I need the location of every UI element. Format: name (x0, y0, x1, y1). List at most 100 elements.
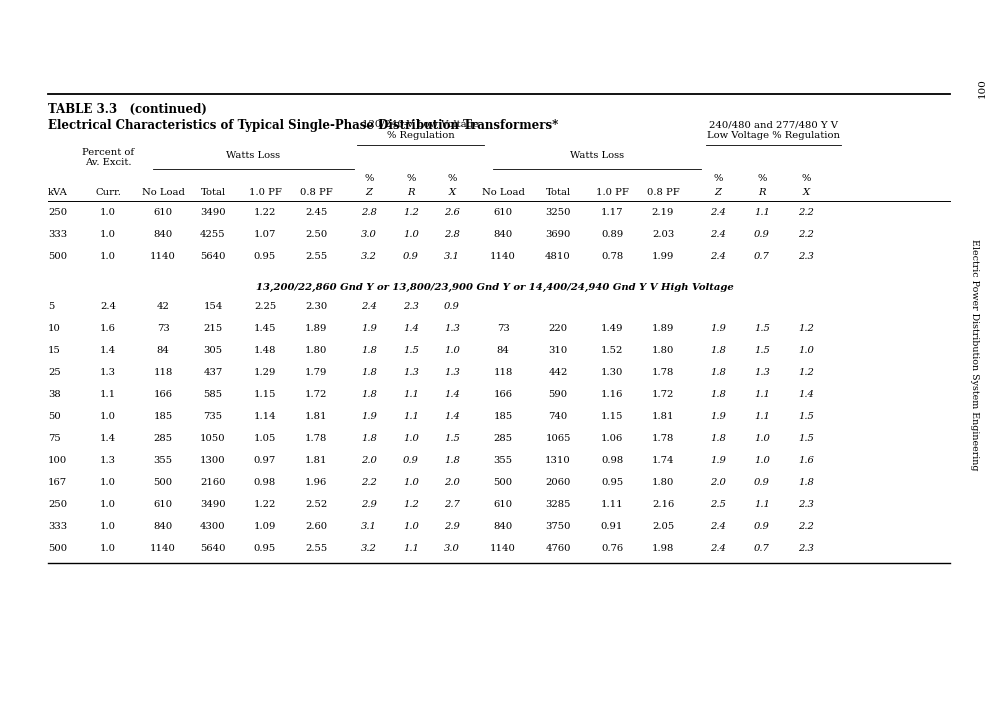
Text: 2.5: 2.5 (710, 500, 726, 508)
Text: Low Voltage % Regulation: Low Voltage % Regulation (707, 131, 840, 140)
Text: 1140: 1140 (490, 252, 516, 261)
Text: 1.72: 1.72 (305, 390, 327, 398)
Text: 1.8: 1.8 (361, 346, 377, 354)
Text: 1.2: 1.2 (798, 368, 814, 376)
Text: 1.0: 1.0 (100, 522, 116, 530)
Text: 2.2: 2.2 (798, 522, 814, 530)
Text: 2.4: 2.4 (710, 544, 726, 552)
Text: 1300: 1300 (200, 456, 226, 464)
Text: 1.78: 1.78 (305, 434, 327, 442)
Text: %: % (713, 174, 723, 183)
Text: 1.5: 1.5 (444, 434, 460, 442)
Text: 1.79: 1.79 (305, 368, 327, 376)
Text: 154: 154 (203, 302, 223, 311)
Text: 0.8 PF: 0.8 PF (647, 189, 679, 197)
Text: 1.0: 1.0 (403, 478, 419, 486)
Text: 3250: 3250 (545, 208, 571, 217)
Text: 3690: 3690 (545, 230, 571, 239)
Text: 2.4: 2.4 (361, 302, 377, 311)
Text: 333: 333 (48, 522, 67, 530)
Text: 1.8: 1.8 (361, 434, 377, 442)
Text: Total: Total (200, 189, 226, 197)
Text: 1.0: 1.0 (403, 230, 419, 239)
Text: 2.60: 2.60 (305, 522, 327, 530)
Text: 50: 50 (48, 412, 61, 420)
Text: 3490: 3490 (200, 500, 226, 508)
Text: 1.07: 1.07 (254, 230, 276, 239)
Text: 1.0: 1.0 (403, 434, 419, 442)
Text: 185: 185 (493, 412, 513, 420)
Text: Z: Z (714, 189, 722, 197)
Text: 1.8: 1.8 (361, 368, 377, 376)
Text: 500: 500 (48, 544, 67, 552)
Text: 2.45: 2.45 (305, 208, 327, 217)
Text: %: % (406, 174, 416, 183)
Text: 2.03: 2.03 (652, 230, 674, 239)
Text: 1.8: 1.8 (361, 390, 377, 398)
Text: 1.0: 1.0 (100, 252, 116, 261)
Text: 166: 166 (154, 390, 173, 398)
Text: 610: 610 (153, 500, 173, 508)
Text: Z: Z (366, 189, 372, 197)
Text: 2.05: 2.05 (652, 522, 674, 530)
Text: 1.74: 1.74 (652, 456, 674, 464)
Text: 1.1: 1.1 (754, 412, 770, 420)
Text: 840: 840 (493, 522, 513, 530)
Text: 2160: 2160 (200, 478, 226, 486)
Text: 1.3: 1.3 (403, 368, 419, 376)
Text: 1.89: 1.89 (305, 324, 327, 333)
Text: 10: 10 (48, 324, 61, 333)
Text: 2.50: 2.50 (305, 230, 327, 239)
Text: 73: 73 (157, 324, 169, 333)
Text: 2.6: 2.6 (444, 208, 460, 217)
Text: 5640: 5640 (200, 544, 226, 552)
Text: 1.99: 1.99 (652, 252, 674, 261)
Text: 1.8: 1.8 (710, 346, 726, 354)
Text: 1.0: 1.0 (798, 346, 814, 354)
Text: 1.8: 1.8 (798, 478, 814, 486)
Text: 1.80: 1.80 (652, 346, 674, 354)
Text: 310: 310 (548, 346, 568, 354)
Text: 1.0: 1.0 (403, 522, 419, 530)
Text: 1.1: 1.1 (754, 208, 770, 217)
Text: 2.16: 2.16 (652, 500, 674, 508)
Text: 1.78: 1.78 (652, 434, 674, 442)
Text: %: % (447, 174, 457, 183)
Text: 1.0: 1.0 (444, 346, 460, 354)
Text: 1.5: 1.5 (754, 346, 770, 354)
Text: 167: 167 (48, 478, 67, 486)
Text: 1.49: 1.49 (601, 324, 623, 333)
Text: 305: 305 (203, 346, 223, 354)
Text: 1.8: 1.8 (710, 390, 726, 398)
Text: 1050: 1050 (200, 434, 226, 442)
Text: 42: 42 (157, 302, 169, 311)
Text: 1.5: 1.5 (798, 412, 814, 420)
Text: 2.4: 2.4 (710, 230, 726, 239)
Text: 1140: 1140 (150, 252, 176, 261)
Text: 840: 840 (153, 522, 173, 530)
Text: 5: 5 (48, 302, 54, 311)
Text: 1.1: 1.1 (403, 544, 419, 552)
Text: 3.0: 3.0 (361, 230, 377, 239)
Text: 0.91: 0.91 (601, 522, 623, 530)
Text: 1310: 1310 (545, 456, 571, 464)
Text: 3285: 3285 (545, 500, 571, 508)
Text: 1140: 1140 (490, 544, 516, 552)
Text: 0.9: 0.9 (403, 252, 419, 261)
Text: 2.25: 2.25 (254, 302, 276, 311)
Text: 2.9: 2.9 (444, 522, 460, 530)
Text: 1.45: 1.45 (254, 324, 276, 333)
Text: 2.0: 2.0 (444, 478, 460, 486)
Text: 1.05: 1.05 (254, 434, 276, 442)
Text: 1.22: 1.22 (254, 500, 276, 508)
Text: R: R (758, 189, 766, 197)
Text: R: R (407, 189, 415, 197)
Text: 1.0 PF: 1.0 PF (249, 189, 281, 197)
Text: 610: 610 (493, 500, 513, 508)
Text: 1.29: 1.29 (254, 368, 276, 376)
Text: 0.95: 0.95 (601, 478, 623, 486)
Text: 285: 285 (493, 434, 513, 442)
Text: 3.2: 3.2 (361, 544, 377, 552)
Text: 3.1: 3.1 (444, 252, 460, 261)
Text: 0.98: 0.98 (601, 456, 623, 464)
